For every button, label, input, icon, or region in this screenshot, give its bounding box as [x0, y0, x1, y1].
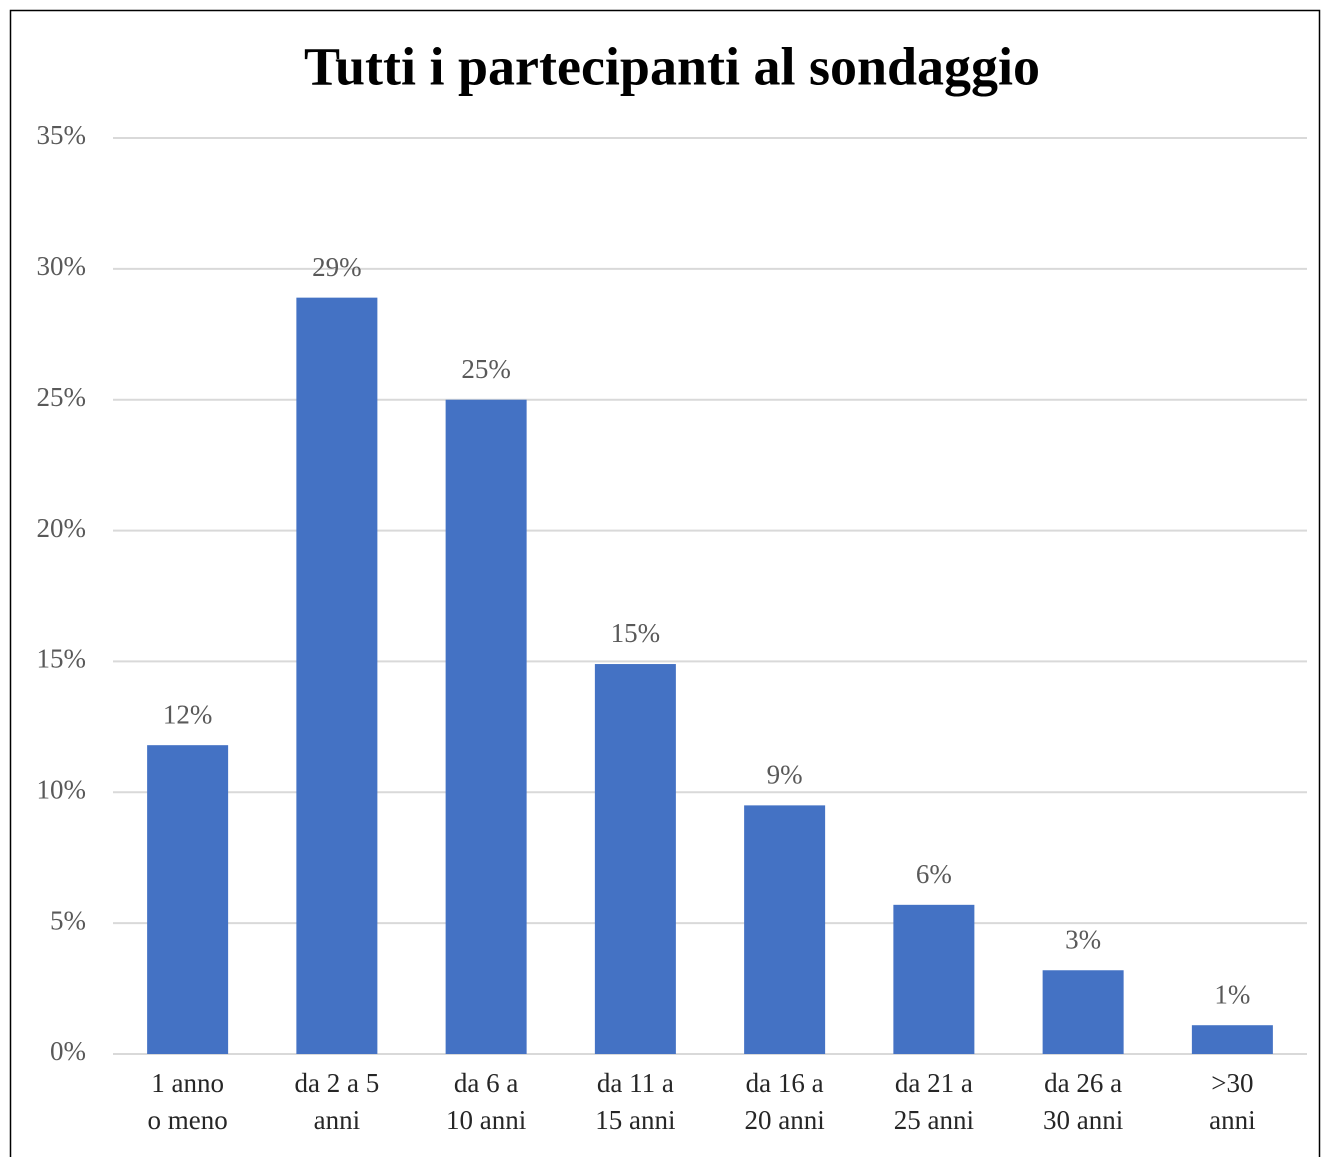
- chart-title: Tutti i partecipanti al sondaggio: [304, 36, 1040, 96]
- x-tick-label: 1 anno o meno: [148, 1068, 228, 1135]
- y-tick-label: 30%: [37, 251, 87, 281]
- bar: [744, 805, 826, 1054]
- x-tick-label-line: 15 anni: [595, 1105, 675, 1135]
- x-tick-label-line: 25 anni: [894, 1105, 974, 1135]
- x-tick-label-line: anni: [1209, 1105, 1256, 1135]
- y-tick-label: 15%: [37, 644, 87, 674]
- x-tick-label: da 6 a 10 anni: [446, 1068, 526, 1135]
- x-tick-label-line: da 26 a: [1044, 1068, 1122, 1098]
- x-tick-label-line: 30 anni: [1043, 1105, 1123, 1135]
- data-label: 6%: [916, 859, 952, 889]
- x-tick-label-line: anni: [314, 1105, 361, 1135]
- x-tick-label: da 21 a 25 anni: [894, 1068, 974, 1135]
- data-label: 12%: [163, 699, 213, 729]
- x-tick-label: da 11 a 15 anni: [595, 1068, 675, 1135]
- y-tick-label: 25%: [37, 382, 87, 412]
- bar: [893, 904, 975, 1054]
- y-tick-label: 5%: [50, 905, 86, 935]
- bar: [147, 745, 229, 1054]
- x-tick-label-line: 1 anno: [151, 1068, 224, 1098]
- bar: [1191, 1025, 1273, 1054]
- bar: [1042, 970, 1124, 1054]
- y-tick-label: 35%: [37, 120, 87, 150]
- x-tick-label-line: da 2 a 5: [295, 1068, 380, 1098]
- chart-frame: [9, 9, 1321, 1157]
- x-tick-label: da 2 a 5 anni: [295, 1068, 380, 1135]
- data-label: 1%: [1214, 979, 1250, 1009]
- x-tick-label-line: >30: [1211, 1068, 1253, 1098]
- x-tick-label-line: da 6 a: [454, 1068, 518, 1098]
- y-tick-label: 0%: [50, 1036, 86, 1066]
- x-tick-label: da 26 a 30 anni: [1043, 1068, 1123, 1135]
- x-tick-label-line: o meno: [148, 1105, 228, 1135]
- bar: [296, 297, 378, 1054]
- x-tick-label-line: da 16 a: [746, 1068, 824, 1098]
- data-label: 25%: [461, 354, 511, 384]
- y-tick-label: 20%: [37, 513, 87, 543]
- x-tick-label: da 16 a 20 anni: [745, 1068, 825, 1135]
- bar: [445, 399, 527, 1054]
- x-tick-label-line: da 21 a: [895, 1068, 973, 1098]
- data-label: 3%: [1065, 924, 1101, 954]
- data-label: 9%: [767, 760, 803, 790]
- bar: [594, 664, 676, 1054]
- x-tick-label-line: 20 anni: [745, 1105, 825, 1135]
- x-tick-label-line: 10 anni: [446, 1105, 526, 1135]
- x-tick-label-line: da 11 a: [597, 1068, 674, 1098]
- x-tick-label: >30 anni: [1209, 1068, 1256, 1135]
- y-tick-label: 10%: [37, 774, 87, 804]
- data-label: 29%: [312, 252, 362, 282]
- data-label: 15%: [611, 618, 661, 648]
